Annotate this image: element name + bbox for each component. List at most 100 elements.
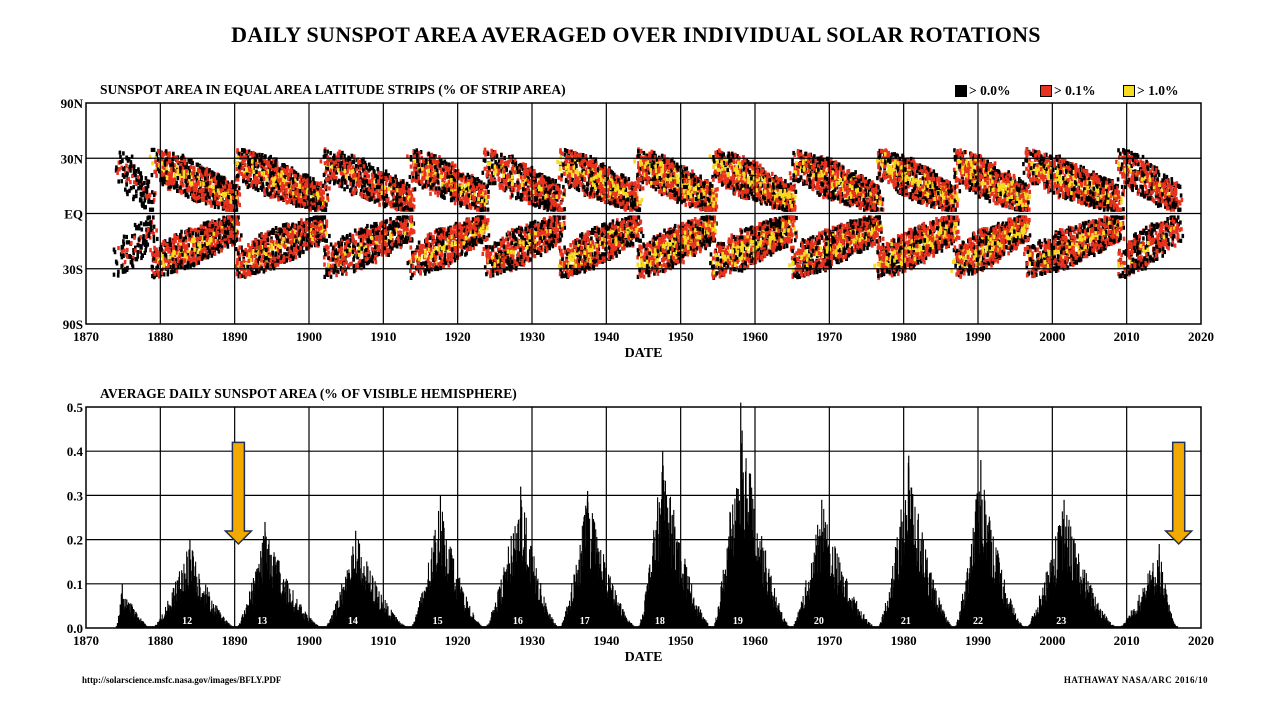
butterfly-mark — [277, 189, 280, 194]
butterfly-mark — [436, 179, 439, 184]
butterfly-mark — [260, 233, 264, 238]
butterfly-mark — [144, 186, 147, 191]
butterfly-mark — [213, 177, 216, 182]
butterfly-mark — [270, 243, 273, 248]
butterfly-mark — [236, 230, 240, 235]
butterfly-mark — [226, 237, 229, 242]
butterfly-mark — [156, 236, 159, 242]
butterfly-mark — [204, 176, 207, 181]
butterfly-mark — [212, 190, 216, 195]
butterfly-mark — [167, 180, 171, 185]
butterfly-mark — [430, 172, 433, 177]
butterfly-mark — [322, 172, 326, 178]
butterfly-mark — [181, 153, 185, 158]
butterfly-mark — [112, 272, 116, 277]
butterfly-mark — [133, 180, 136, 185]
butterfly-mark — [165, 166, 169, 172]
butterfly-mark — [273, 257, 277, 262]
butterfly-mark — [211, 219, 214, 224]
butterfly-mark — [405, 239, 409, 244]
butterfly-mark — [129, 255, 132, 260]
butterfly-mark — [205, 188, 208, 193]
butterfly-mark — [204, 201, 208, 206]
butterfly-mark — [364, 251, 368, 257]
butterfly-mark — [200, 192, 204, 197]
butterfly-mark — [349, 182, 352, 187]
butterfly-mark — [127, 176, 130, 181]
butterfly-mark — [214, 180, 217, 185]
butterfly-mark — [255, 169, 258, 174]
butterfly-mark — [467, 193, 471, 198]
butterfly-mark — [197, 176, 200, 181]
butterfly-mark — [185, 162, 188, 167]
butterfly-mark — [185, 169, 188, 174]
butterfly-mark — [195, 228, 198, 233]
butterfly-mark — [218, 190, 222, 195]
butterfly-mark — [323, 161, 327, 166]
butterfly-mark — [121, 253, 125, 258]
butterfly-mark — [287, 183, 291, 188]
butterfly-mark — [176, 258, 180, 263]
butterfly-mark — [143, 250, 147, 255]
butterfly-mark — [286, 230, 290, 235]
butterfly-mark — [245, 168, 248, 173]
butterfly-mark — [144, 248, 147, 253]
butterfly-mark — [223, 243, 227, 248]
butterfly-mark — [192, 176, 196, 181]
butterfly-mark — [229, 184, 233, 189]
butterfly-mark — [416, 158, 419, 163]
butterfly-mark — [480, 180, 483, 185]
butterfly-mark — [183, 161, 187, 166]
butterfly-mark — [177, 171, 180, 176]
butterfly-mark — [230, 233, 234, 238]
butterfly-mark — [212, 238, 216, 243]
butterfly-mark — [248, 168, 251, 173]
butterfly-mark — [142, 191, 145, 196]
butterfly-mark — [117, 160, 121, 165]
butterfly-mark — [302, 249, 305, 255]
butterfly-mark — [397, 236, 400, 241]
butterfly-mark — [371, 255, 374, 260]
butterfly-mark — [374, 173, 377, 178]
butterfly-mark — [136, 254, 139, 259]
butterfly-mark — [139, 249, 142, 254]
butterfly-mark — [183, 156, 186, 161]
butterfly-mark — [160, 158, 164, 163]
butterfly-mark — [214, 189, 218, 194]
butterfly-mark — [205, 251, 208, 256]
butterfly-mark — [177, 242, 180, 247]
butterfly-mark — [230, 195, 233, 200]
butterfly-mark — [350, 169, 353, 174]
butterfly-mark — [369, 231, 372, 236]
butterfly-mark — [132, 194, 136, 199]
butterfly-mark — [119, 160, 122, 165]
butterfly-mark — [389, 236, 393, 241]
butterfly-mark — [179, 162, 183, 168]
butterfly-mark — [345, 260, 348, 265]
butterfly-mark — [209, 237, 213, 242]
butterfly-mark — [193, 193, 196, 198]
butterfly-mark — [203, 233, 206, 238]
butterfly-mark — [376, 167, 380, 172]
butterfly-mark — [129, 180, 132, 185]
butterfly-mark — [348, 156, 351, 161]
butterfly-mark — [279, 248, 282, 253]
butterfly-mark — [196, 250, 200, 255]
butterfly-mark — [117, 269, 120, 274]
butterfly-mark — [204, 196, 208, 201]
butterfly-mark — [327, 177, 330, 182]
butterfly-mark — [277, 197, 280, 202]
butterfly-mark — [168, 238, 172, 243]
butterfly-mark — [286, 222, 290, 227]
butterfly-mark — [237, 186, 241, 191]
butterfly-mark — [222, 191, 225, 197]
butterfly-mark — [126, 192, 129, 197]
butterfly-mark — [243, 148, 246, 153]
butterfly-mark — [428, 178, 432, 183]
butterfly-mark — [468, 174, 471, 179]
butterfly-mark — [345, 271, 348, 276]
butterfly-mark — [178, 189, 182, 194]
butterfly-mark — [179, 238, 183, 243]
butterfly-mark — [399, 206, 402, 211]
butterfly-mark — [158, 158, 161, 164]
